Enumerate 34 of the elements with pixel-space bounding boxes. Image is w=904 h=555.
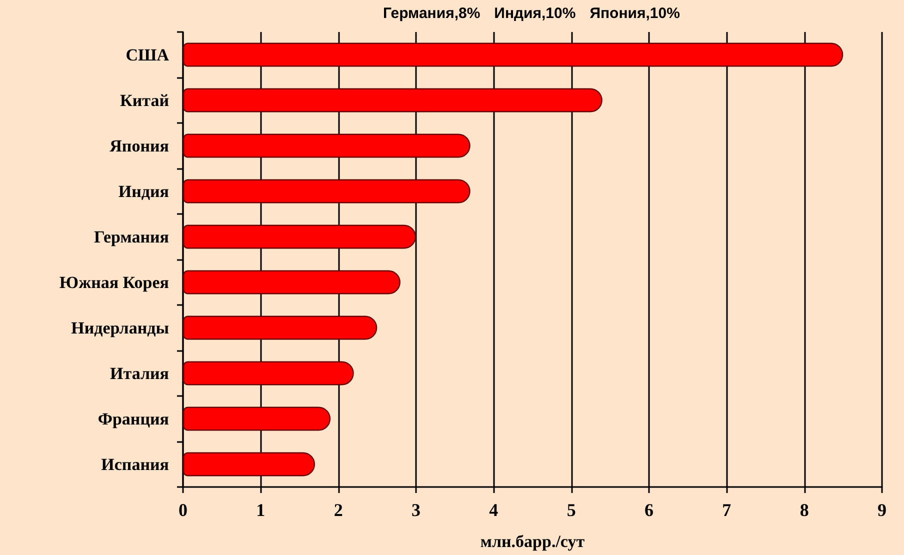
bar	[183, 406, 331, 431]
x-tick-label: 5	[566, 500, 576, 520]
bar	[183, 134, 470, 158]
text: Индия,10%	[494, 5, 576, 22]
y-tick-label: Япония	[110, 136, 169, 156]
x-tick-label: 0	[178, 500, 188, 520]
x-tick-label: 1	[256, 500, 266, 520]
bar	[183, 452, 316, 476]
text: Германия,8%	[383, 5, 480, 22]
x-tick-label: 3	[412, 500, 420, 520]
x-tick-label: 7	[722, 500, 732, 520]
bar	[183, 88, 602, 112]
x-tick-label: 4	[489, 500, 498, 520]
x-axis-title: млн.барр./сут	[480, 532, 586, 551]
x-tick-label: 8	[800, 500, 809, 520]
y-tick-label: Нидерланды	[71, 318, 169, 338]
y-tick-label: Франция	[98, 409, 169, 428]
bar	[183, 179, 470, 204]
text: Япония,10%	[590, 5, 680, 22]
y-tick-label: Южная Корея	[59, 272, 169, 292]
x-tick-label: 2	[334, 500, 343, 520]
y-tick-label: Италия	[110, 364, 169, 383]
bar	[183, 316, 378, 340]
y-tick-label: Германия	[94, 227, 169, 246]
y-tick-label: Индия	[118, 182, 169, 201]
y-tick-label: Испания	[101, 454, 169, 474]
bar	[183, 42, 844, 67]
y-tick-label: США	[126, 45, 170, 64]
y-tick-label: Китай	[120, 90, 170, 110]
x-tick-label: 9	[878, 500, 886, 520]
bar	[183, 224, 416, 249]
x-tick-label: 6	[644, 500, 654, 520]
bar	[183, 361, 354, 386]
bar	[183, 270, 400, 294]
